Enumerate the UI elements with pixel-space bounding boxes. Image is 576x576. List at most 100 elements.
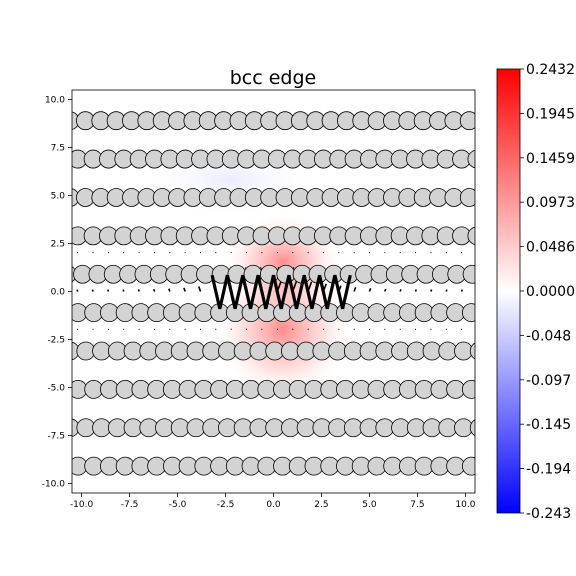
atom [115,379,135,399]
atom [375,341,395,361]
displacement-arrow [368,288,372,292]
atom [123,418,143,438]
x-tick-label: -7.5 [121,500,139,510]
atom [139,341,159,361]
atom [375,418,395,438]
atom [233,341,253,361]
atom [265,341,285,361]
atom [461,303,475,323]
y-tick-label: -2.5 [47,335,65,345]
atom [276,264,296,284]
atom [76,418,96,438]
atom [273,456,292,476]
atom [186,418,206,438]
atom [343,341,363,361]
atom [131,303,151,323]
colorbar-tick-label: 0.0000 [526,284,575,300]
y-tick-label: -7.5 [47,431,65,441]
atom [406,341,426,361]
x-tick-label: 7.5 [410,500,424,510]
y-tick-label: 0.0 [51,288,66,298]
atom [461,456,475,476]
atom [233,418,253,438]
atom [422,418,442,438]
atom [170,418,190,438]
atom [202,341,222,361]
atom [446,379,466,399]
atom [225,379,245,399]
atom [399,379,418,399]
atom [84,456,104,476]
atom [178,303,198,323]
atom [351,303,371,323]
colorbar: 0.2432 0.1945 0.1459 0.0973 0.0486 0.0000 -0.0… [496,62,575,522]
atom [218,341,237,361]
atom [225,456,245,476]
atom [155,341,174,361]
atom [446,303,466,323]
atom [162,379,182,399]
atom [367,456,387,476]
displacement-arrow [152,288,156,292]
atom [249,341,269,361]
atom [367,303,387,323]
atom [343,418,363,438]
atom [336,456,355,476]
atom [304,456,324,476]
colorbar-gradient [496,68,521,514]
x-tick-label: 10.0 [455,500,475,510]
atom [249,418,269,438]
atom [131,379,151,399]
atom [312,341,332,361]
colorbar-tick-label: 0.1945 [526,106,575,122]
atom [399,456,418,476]
x-tick-label: -10.0 [70,500,94,510]
atom [107,341,127,361]
displacement-arrow [445,289,448,292]
atom [328,341,347,361]
displacement-arrow [137,289,140,292]
y-tick-label: 7.5 [51,144,65,154]
displacement-arrow [198,286,202,292]
atom [336,379,355,399]
colorbar-ticks: 0.2432 0.1945 0.1459 0.0973 0.0486 0.0000 -0.0… [520,62,575,522]
atom [383,379,403,399]
atom [100,303,119,323]
atom [210,379,229,399]
atom [430,379,450,399]
displacement-arrow [76,289,79,292]
atom [123,341,143,361]
displacement-arrow [168,288,171,292]
displacement-arrow [384,288,387,292]
atom [139,418,159,438]
displacement-arrow [91,289,94,292]
atom [320,379,340,399]
displacement-arrow [430,289,433,292]
colorbar-tick-label: 0.1459 [526,151,575,167]
displacement-arrow [353,286,357,292]
atom [162,456,182,476]
dislocation-core-path [210,274,352,310]
atom [296,418,316,438]
atom [265,418,285,438]
atom [351,456,371,476]
atom [467,226,475,246]
atom [469,419,475,437]
displacement-arrow [414,289,417,292]
atom [359,341,379,361]
core-zigzag [210,274,352,310]
atom [273,379,292,399]
atom [170,341,190,361]
displacement-arrow [107,289,110,292]
colorbar-tick-label: 0.0486 [526,240,575,256]
atoms [72,111,475,476]
atom [194,303,214,323]
atom [218,418,237,438]
atom [257,379,277,399]
atom [186,341,206,361]
atom [414,456,434,476]
atom [304,379,324,399]
atom [336,303,355,323]
displacement-arrow [183,287,186,292]
